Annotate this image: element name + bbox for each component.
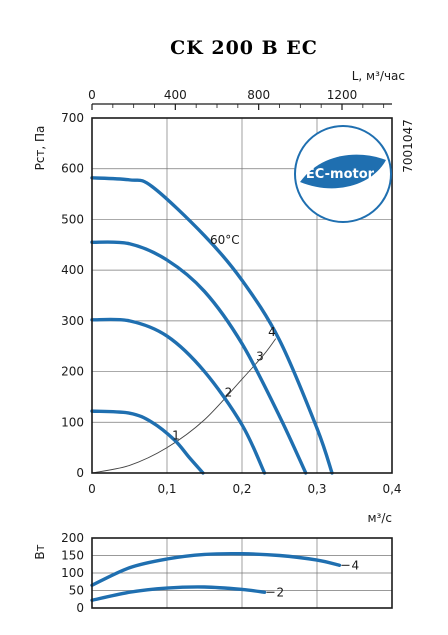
power-series-4-line: [90, 551, 342, 587]
power-plot-frame: [91, 537, 393, 609]
y-tick-label: 700: [61, 111, 84, 125]
y-tick-label: 400: [61, 263, 84, 277]
series-3-label: 3: [256, 349, 264, 363]
y-tick-label: 500: [61, 212, 84, 226]
x-tick-label: 0,4: [382, 482, 401, 496]
series-1-label: 1: [172, 429, 180, 443]
badge-text: EC-motor: [306, 167, 375, 182]
power-series: 42: [90, 551, 360, 602]
series-4-line: [90, 176, 334, 475]
series-2-line: [90, 317, 267, 475]
ec-motor-badge: EC-motor: [294, 125, 392, 223]
secondary-x-label: L, м³/час: [352, 69, 405, 83]
y-tick-label: 200: [61, 365, 84, 379]
chart-title: CK 200 B EC: [170, 37, 318, 59]
secondary-x-ticks: 0 400 800 1200: [88, 88, 392, 110]
main-ticks: 0 100 200 300 400 500 600 700 0 0,1 0,2 0,3 0,4: [61, 111, 401, 496]
y-tick-label: 600: [61, 162, 84, 176]
code-label: 7001047: [401, 119, 415, 172]
main-plot-frame: [91, 117, 393, 474]
x-tick-label: 0: [88, 482, 96, 496]
y-axis-label: Pст, Па: [33, 126, 47, 171]
power-series-4-label: 4: [352, 558, 360, 572]
y-tick-label: 100: [61, 415, 84, 429]
system-curve: [91, 338, 277, 474]
y-tick-label: 0: [76, 466, 84, 480]
power-series-2-line: [90, 585, 267, 602]
secondary-x-tick-label: 400: [164, 88, 187, 102]
power-y-tick-label: 0: [76, 601, 84, 615]
y-tick-label: 300: [61, 314, 84, 328]
x-tick-label: 0,2: [232, 482, 251, 496]
temperature-note: 60°C: [210, 233, 240, 247]
power-series-2-label: 2: [277, 585, 285, 599]
series-1-line: [90, 409, 205, 475]
power-y-tick-label: 100: [61, 566, 84, 580]
power-y-tick-label: 150: [61, 549, 84, 563]
secondary-x-tick-label: 0: [88, 88, 96, 102]
main-series: 1 2 34: [90, 176, 334, 475]
power-grid: [92, 537, 392, 609]
power-y-tick-label: 200: [61, 531, 84, 545]
x-tick-label: 0,1: [157, 482, 176, 496]
series-2-label: 2: [225, 385, 233, 399]
x-axis-label: м³/с: [367, 511, 392, 525]
secondary-x-tick-label: 1200: [327, 88, 358, 102]
leaf-icon: [300, 154, 386, 189]
power-y-tick-label: 50: [69, 584, 84, 598]
power-y-axis-label: Вт: [33, 544, 47, 559]
secondary-x-tick-label: 800: [247, 88, 270, 102]
series-3-line: [90, 240, 308, 475]
series-4-label: 4: [268, 325, 276, 339]
power-ticks: 0 50 100 150 200: [61, 531, 84, 615]
x-tick-label: 0,3: [307, 482, 326, 496]
